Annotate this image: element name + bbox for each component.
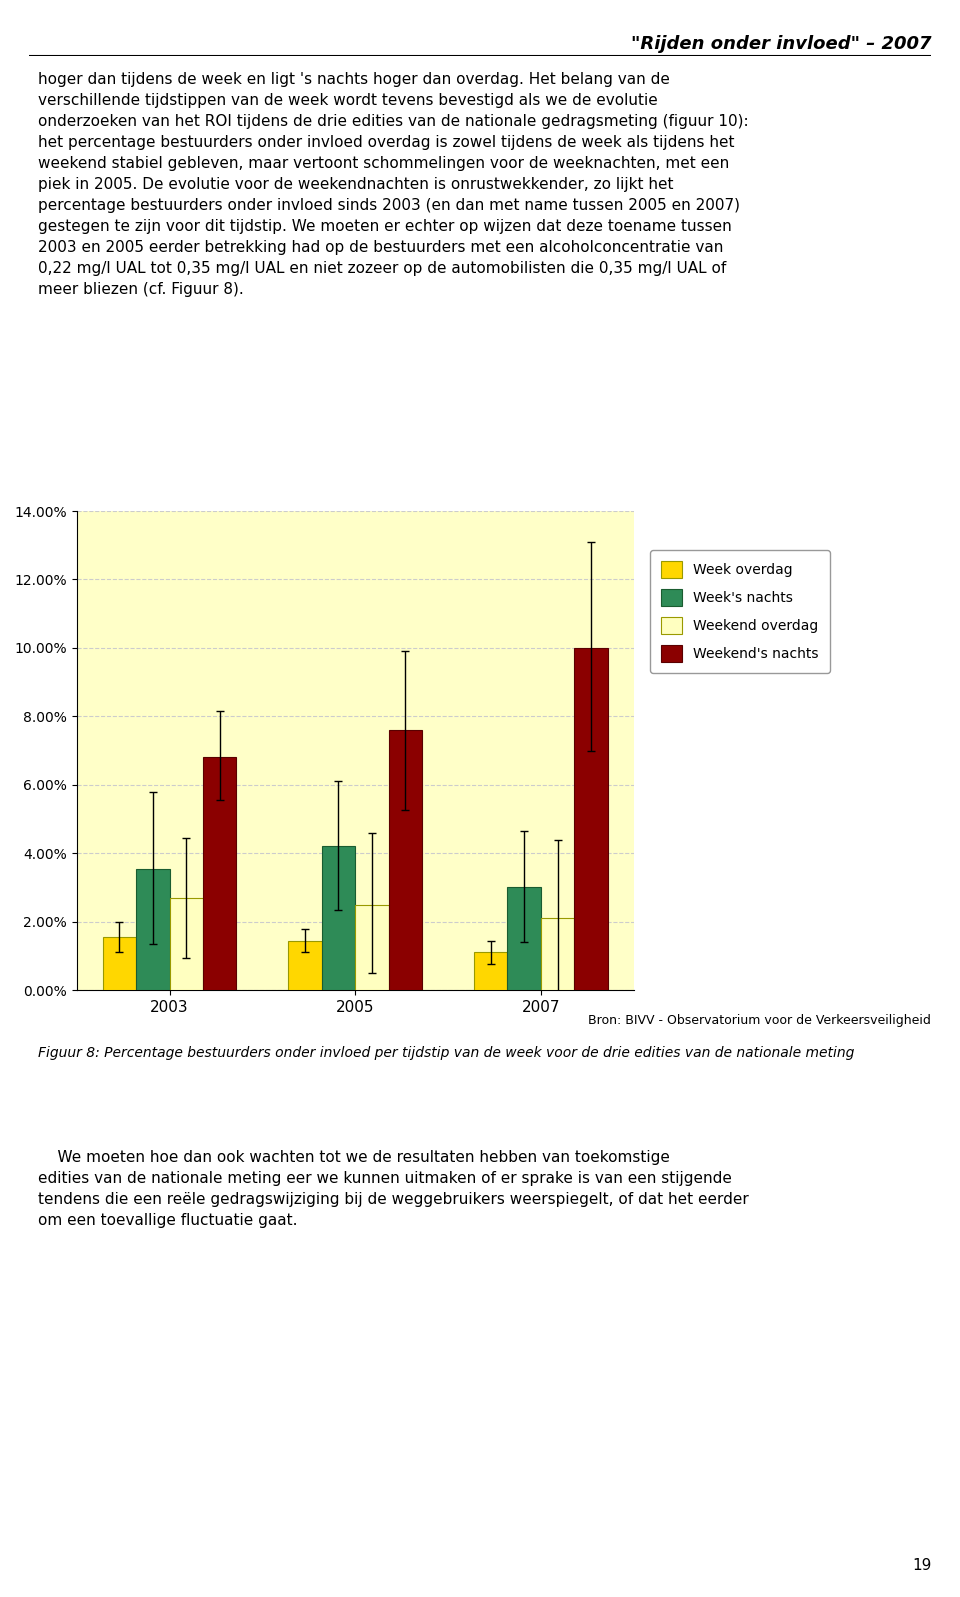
- Bar: [203, 757, 236, 990]
- Bar: [574, 648, 608, 990]
- Text: "Rijden onder invloed" – 2007: "Rijden onder invloed" – 2007: [631, 35, 931, 53]
- Bar: [540, 918, 574, 990]
- Bar: [288, 941, 322, 990]
- Text: hoger dan tijdens de week en ligt 's nachts hoger dan overdag. Het belang van de: hoger dan tijdens de week en ligt 's nac…: [38, 72, 749, 297]
- Bar: [322, 846, 355, 990]
- Bar: [389, 730, 422, 990]
- Text: We moeten hoe dan ook wachten tot we de resultaten hebben van toekomstige
editie: We moeten hoe dan ook wachten tot we de …: [38, 1150, 749, 1228]
- Bar: [508, 888, 540, 990]
- Bar: [103, 937, 136, 990]
- Bar: [136, 869, 170, 990]
- Bar: [474, 952, 508, 990]
- Text: Figuur 8: Percentage bestuurders onder invloed per tijdstip van de week voor de : Figuur 8: Percentage bestuurders onder i…: [38, 1046, 854, 1060]
- Bar: [355, 904, 389, 990]
- Text: Bron: BIVV - Observatorium voor de Verkeersveiligheid: Bron: BIVV - Observatorium voor de Verke…: [588, 1014, 931, 1027]
- Bar: [170, 898, 203, 990]
- Legend: Week overdag, Week's nachts, Weekend overdag, Weekend's nachts: Week overdag, Week's nachts, Weekend ove…: [650, 549, 829, 674]
- Text: 19: 19: [912, 1559, 931, 1573]
